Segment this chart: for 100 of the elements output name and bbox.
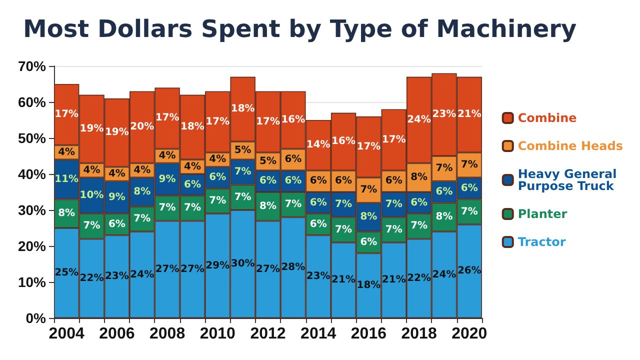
y-tick-label: 10%	[18, 274, 47, 290]
data-label: 6%	[310, 197, 327, 208]
data-label: 16%	[332, 136, 356, 148]
data-label: 18%	[356, 280, 381, 292]
data-label: 7%	[460, 206, 478, 218]
data-label: 6%	[385, 176, 402, 187]
data-label: 7%	[284, 199, 302, 210]
data-label: 7%	[436, 163, 453, 174]
data-label: 6%	[460, 182, 478, 194]
data-label: 18%	[230, 104, 255, 115]
data-label: 21%	[332, 274, 356, 286]
data-label: 4%	[209, 154, 226, 166]
y-tick-label: 60%	[18, 94, 47, 110]
y-tick-label: 50%	[18, 130, 47, 146]
data-label: 17%	[155, 112, 180, 124]
data-label: 6%	[436, 186, 453, 198]
data-label: 27%	[256, 264, 280, 275]
data-label: 8%	[360, 212, 378, 223]
y-tick-label: 70%	[18, 58, 47, 74]
data-label: 4%	[134, 164, 151, 176]
data-label: 6%	[108, 218, 126, 230]
data-label: 11%	[54, 174, 79, 185]
data-label: 28%	[281, 262, 306, 274]
data-label: 8%	[260, 200, 276, 212]
data-label: 6%	[284, 176, 302, 187]
y-tick-label: 20%	[18, 238, 47, 254]
data-label: 4%	[184, 161, 201, 172]
data-label: 20%	[130, 122, 154, 133]
data-label: 27%	[180, 264, 204, 275]
data-label: 7%	[360, 184, 378, 196]
legend-label: Combine Heads	[518, 139, 624, 153]
x-tick-label: 2020	[452, 326, 488, 342]
data-label: 7%	[234, 192, 252, 203]
data-label: 26%	[457, 266, 482, 277]
data-label: 6%	[335, 176, 352, 187]
data-label: 19%	[104, 127, 129, 138]
data-label: 17%	[206, 116, 230, 128]
data-label: 7%	[410, 220, 428, 232]
data-label: 6%	[310, 218, 327, 230]
data-label: 7%	[184, 202, 201, 214]
data-label: 8%	[436, 212, 453, 223]
data-label: 22%	[407, 272, 432, 284]
data-label: 18%	[180, 122, 204, 133]
chart-title: Most Dollars Spent by Type of Machinery	[23, 15, 577, 43]
data-label: 7%	[83, 220, 100, 232]
data-label: 19%	[80, 124, 104, 134]
data-label: 5%	[234, 145, 252, 156]
x-tick-label: 2014	[300, 326, 336, 342]
data-label: 7%	[460, 160, 478, 170]
data-label: 6%	[360, 236, 378, 248]
data-label: 7%	[134, 214, 151, 224]
x-tick-label: 2010	[200, 326, 236, 342]
y-tick-label: 40%	[18, 166, 47, 182]
x-tick-label: 2012	[250, 326, 286, 342]
data-label: 7%	[335, 199, 352, 210]
data-label: 24%	[130, 269, 154, 280]
data-label: 9%	[158, 174, 176, 185]
y-tick-label: 30%	[18, 202, 47, 218]
data-label: 23%	[104, 271, 129, 282]
data-label: 17%	[54, 109, 79, 120]
data-label: 23%	[306, 271, 330, 282]
data-label: 25%	[54, 268, 79, 278]
data-label: 8%	[134, 186, 151, 198]
data-label: 7%	[209, 196, 226, 206]
data-label: 7%	[158, 202, 176, 214]
data-label: 5%	[260, 156, 276, 167]
data-label: 17%	[256, 116, 280, 128]
data-label: 17%	[356, 142, 381, 152]
data-label: 27%	[155, 264, 180, 275]
x-tick-label: 2018	[401, 326, 437, 342]
x-tick-label: 2006	[99, 326, 135, 342]
data-label: 6%	[260, 176, 276, 187]
data-label: 10%	[80, 190, 104, 202]
data-label: 7%	[335, 224, 352, 236]
data-label: 7%	[385, 224, 402, 236]
data-label: 4%	[83, 164, 100, 176]
data-label: 22%	[80, 272, 104, 284]
data-label: 8%	[58, 208, 76, 220]
data-label: 6%	[310, 176, 327, 187]
data-label: 17%	[382, 134, 406, 146]
data-label: 4%	[158, 150, 176, 162]
data-label: 14%	[306, 140, 330, 151]
data-label: 7%	[234, 166, 252, 178]
data-label: 24%	[407, 114, 432, 126]
legend-label: Heavy General Purpose Truck	[518, 167, 621, 193]
data-label: 16%	[281, 114, 306, 126]
x-tick-label: 2008	[149, 326, 186, 342]
data-label: 6%	[410, 197, 428, 208]
legend-label: Combine	[518, 111, 577, 125]
x-tick-label: 2016	[350, 326, 387, 342]
legend-label: Tractor	[518, 235, 566, 249]
x-tick-label: 2004	[48, 326, 84, 342]
data-label: 23%	[432, 109, 456, 120]
data-label: 4%	[108, 168, 126, 180]
data-label: 6%	[284, 154, 302, 166]
data-label: 6%	[209, 172, 226, 184]
data-label: 6%	[184, 179, 201, 190]
data-label: 29%	[206, 260, 230, 272]
data-label: 24%	[432, 269, 456, 280]
legend-label: Planter	[518, 207, 568, 221]
